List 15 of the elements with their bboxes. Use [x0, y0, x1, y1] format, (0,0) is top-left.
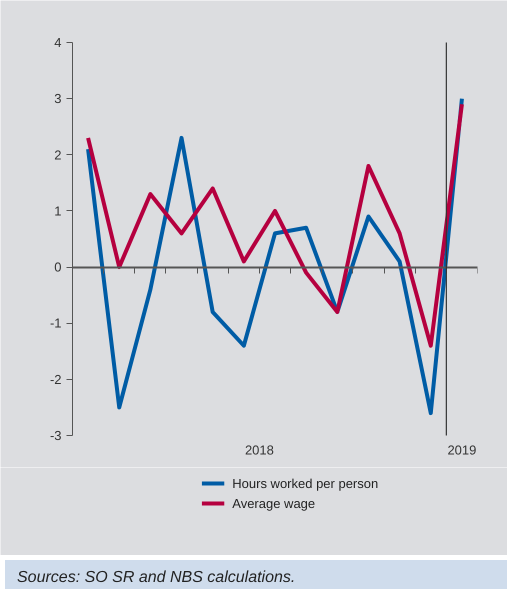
y-tick-label: 1 — [54, 203, 62, 218]
y-tick-label: 3 — [54, 91, 62, 106]
y-tick-label: -3 — [50, 428, 62, 443]
y-tick-label: 0 — [54, 260, 62, 275]
text: 2018 — [244, 442, 274, 458]
y-tick-label: 4 — [54, 35, 62, 50]
source-note: Sources: SO SR and NBS calculations. — [17, 568, 296, 588]
line-series — [86, 102, 464, 348]
legend-label: Hours worked per person — [232, 476, 378, 491]
y-tick-label: -1 — [50, 316, 62, 331]
line-series — [86, 96, 464, 416]
y-tick-label: -2 — [50, 372, 62, 387]
legend-label: Average wage — [232, 496, 316, 511]
text: 2019 — [447, 442, 476, 458]
y-tick-label: 2 — [54, 147, 62, 162]
